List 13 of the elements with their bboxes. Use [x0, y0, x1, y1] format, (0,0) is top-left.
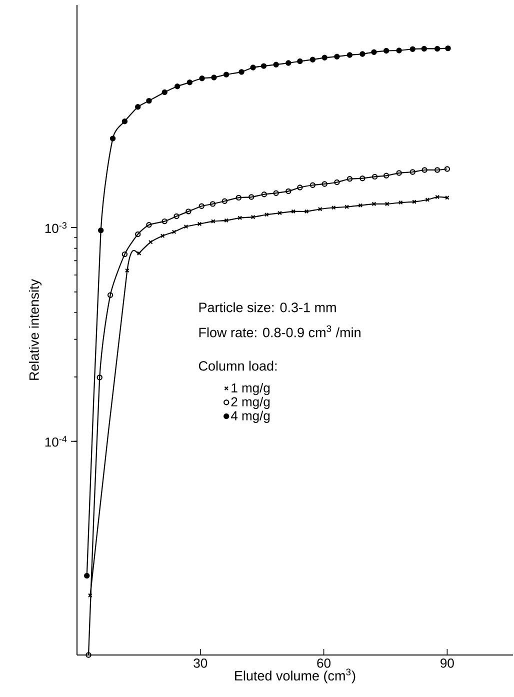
y-tick-label: 10$^{-3}$	[45, 222, 67, 233]
legend-label: 1 mg/g	[232, 382, 270, 396]
annotation: Particle size: 0.3-1 mm	[199, 302, 336, 312]
x-axis-title: Eluted volume (cm$^{3}$)	[235, 668, 356, 684]
x-tick-label: 60	[317, 658, 331, 668]
y-tick-label: 10$^{-4}$	[45, 436, 67, 447]
x-tick-label: 30	[194, 658, 208, 668]
legend-title: Column load:	[198, 360, 277, 371]
y-axis-title: Relative intensity	[28, 279, 42, 380]
legend-label: 4 mg/g	[230, 410, 270, 423]
legend-label: 2 mg/g	[231, 396, 270, 409]
annotation: Flow rate: 0.8-0.9 cm$^{3}$ /min	[199, 325, 360, 338]
x-tick-label: 90	[440, 658, 454, 668]
